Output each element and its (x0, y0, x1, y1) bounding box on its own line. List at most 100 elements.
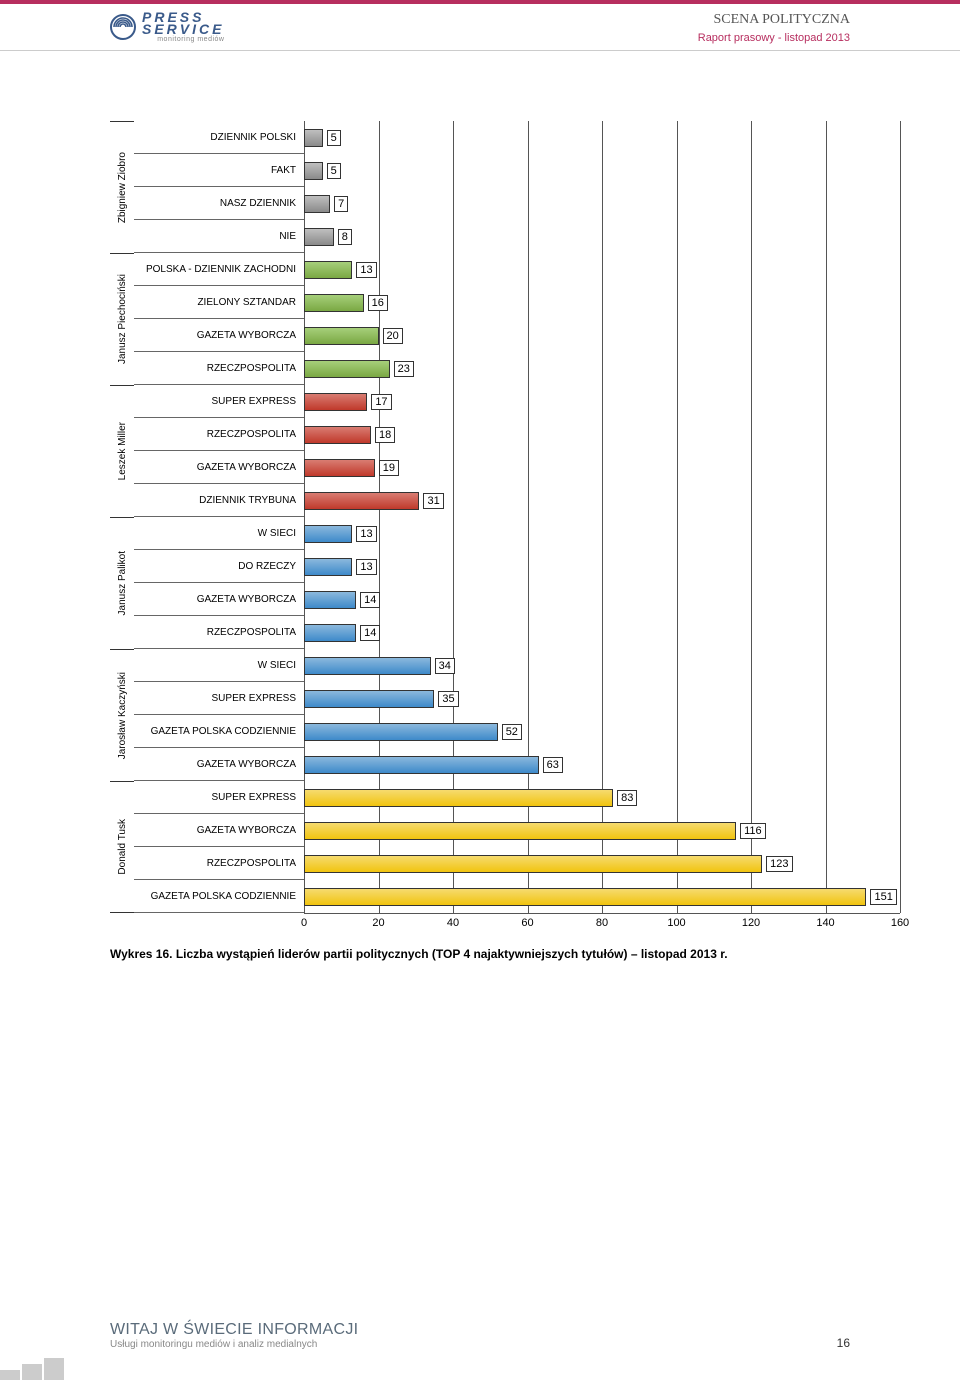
gridline (453, 550, 454, 583)
chart-row: DZIENNIK POLSKI5 (134, 121, 900, 154)
x-tick: 140 (816, 917, 834, 929)
chart-group-label: Janusz Piechociński (110, 253, 134, 385)
gridline (826, 781, 827, 814)
group-label-text: Jarosław Kaczyński (117, 672, 128, 759)
gridline (826, 748, 827, 781)
gridline (900, 187, 901, 220)
gridline (751, 748, 752, 781)
bar-area: 17 (304, 385, 900, 418)
value-label: 5 (327, 163, 341, 179)
bar-area: 83 (304, 781, 900, 814)
bar-area: 19 (304, 451, 900, 484)
value-label: 19 (379, 460, 399, 476)
gridline (900, 385, 901, 418)
value-label: 20 (383, 328, 403, 344)
bar-area: 13 (304, 253, 900, 286)
gridline (602, 748, 603, 781)
gridline (826, 253, 827, 286)
chart-row: SUPER EXPRESS35 (134, 682, 900, 715)
value-label: 17 (371, 394, 391, 410)
gridline (453, 517, 454, 550)
row-label: GAZETA WYBORCZA (134, 814, 304, 847)
row-label: GAZETA WYBORCZA (134, 319, 304, 352)
gridline (826, 385, 827, 418)
chart-group-label: Donald Tusk (110, 781, 134, 913)
gridline (751, 253, 752, 286)
bar-area: 123 (304, 847, 900, 880)
bar (304, 228, 334, 246)
gridline (826, 352, 827, 385)
gridline (900, 253, 901, 286)
report-section-title: SCENA POLITYCZNA (698, 12, 850, 28)
bar-area: 16 (304, 286, 900, 319)
group-label-text: Leszek Miller (117, 422, 128, 480)
gridline (677, 682, 678, 715)
gridlines (304, 220, 900, 253)
chart-row: RZECZPOSPOLITA14 (134, 616, 900, 649)
chart-row: W SIECI13 (134, 517, 900, 550)
chart-row: DO RZECZY13 (134, 550, 900, 583)
chart-row: SUPER EXPRESS17 (134, 385, 900, 418)
gridline (602, 385, 603, 418)
bar (304, 591, 356, 609)
gridline (900, 616, 901, 649)
chart-row: RZECZPOSPOLITA23 (134, 352, 900, 385)
report-subtitle: Raport prasowy - listopad 2013 (698, 32, 850, 44)
gridline (900, 220, 901, 253)
bar-area: 5 (304, 154, 900, 187)
gridlines (304, 121, 900, 154)
gridline (528, 484, 529, 517)
bar (304, 690, 434, 708)
row-label: DZIENNIK TRYBUNA (134, 484, 304, 517)
page-footer: WITAJ W ŚWIECIE INFORMACJI Usługi monito… (0, 1321, 960, 1380)
value-label: 13 (356, 262, 376, 278)
bar (304, 558, 352, 576)
page-number: 16 (837, 1336, 850, 1350)
gridline (900, 319, 901, 352)
value-label: 14 (360, 625, 380, 641)
gridline (900, 484, 901, 517)
bar (304, 261, 352, 279)
x-tick: 60 (521, 917, 533, 929)
gridline (602, 418, 603, 451)
gridline (453, 253, 454, 286)
gridline (677, 286, 678, 319)
gridline (677, 385, 678, 418)
gridline (677, 583, 678, 616)
gridline (602, 484, 603, 517)
gridlines (304, 286, 900, 319)
footer-subtitle: Usługi monitoringu mediów i analiz media… (110, 1339, 358, 1350)
row-label: SUPER EXPRESS (134, 682, 304, 715)
gridline (900, 814, 901, 847)
gridline (453, 154, 454, 187)
chart-x-axis: 020406080100120140160 (304, 913, 900, 933)
gridline (602, 352, 603, 385)
gridline (900, 682, 901, 715)
chart-row: NIE8 (134, 220, 900, 253)
value-label: 13 (356, 559, 376, 575)
row-label: POLSKA - DZIENNIK ZACHODNI (134, 253, 304, 286)
gridline (379, 319, 380, 352)
gridline (602, 253, 603, 286)
gridline (751, 616, 752, 649)
gridline (751, 352, 752, 385)
gridline (900, 550, 901, 583)
value-label: 34 (435, 658, 455, 674)
chart-group-label: Zbigniew Ziobro (110, 121, 134, 253)
chart-row: FAKT5 (134, 154, 900, 187)
gridline (602, 451, 603, 484)
gridline (528, 286, 529, 319)
gridline (453, 187, 454, 220)
gridline (602, 715, 603, 748)
chart-row: GAZETA WYBORCZA 20 (134, 319, 900, 352)
gridline (826, 484, 827, 517)
chart-row: GAZETA WYBORCZA14 (134, 583, 900, 616)
gridline (677, 781, 678, 814)
bar-area: 14 (304, 583, 900, 616)
gridline (453, 385, 454, 418)
value-label: 7 (334, 196, 348, 212)
gridline (379, 253, 380, 286)
gridline (528, 220, 529, 253)
gridline (379, 220, 380, 253)
group-label-text: Donald Tusk (117, 819, 128, 875)
